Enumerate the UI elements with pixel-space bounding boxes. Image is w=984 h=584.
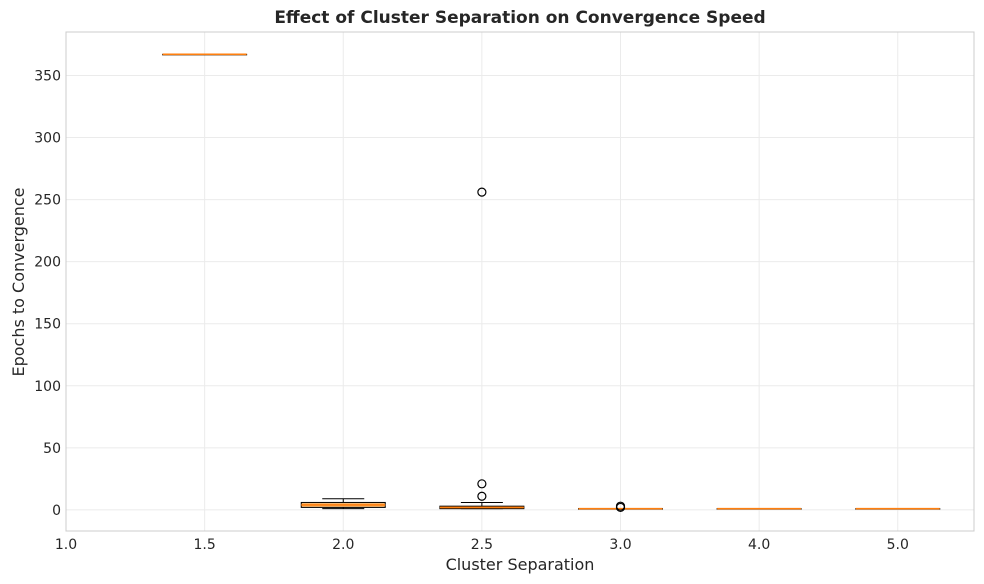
x-tick-label: 3.0 [609,537,631,553]
box-2.0 [300,498,386,510]
x-tick-label: 4.0 [748,537,770,553]
box-5.0 [855,507,941,510]
plot-frame [65,31,975,532]
outlier-point [477,479,487,489]
x-tick-label: 1.5 [193,537,215,553]
tick-layer: 0 50 100 150 200 250 300 350 1.0 1.5 2.0 2.5 3.0 4.0 5… [34,68,909,553]
box-3.0 [578,501,664,513]
grid-layer [65,32,974,531]
y-tick-label: 200 [34,255,61,271]
x-tick-label: 1.0 [55,537,77,553]
outlier-point [477,491,487,501]
y-tick-label: 150 [34,317,61,333]
y-axis-label: Epochs to Convergence [9,187,28,376]
x-tick-label: 2.0 [332,537,354,553]
box-layer [162,53,941,513]
y-tick-label: 0 [52,503,61,519]
y-tick-label: 50 [43,441,61,457]
box-4.0 [716,507,802,510]
x-tick-label: 5.0 [887,537,909,553]
x-axis-label: Cluster Separation [446,555,595,574]
chart-title: Effect of Cluster Separation on Converge… [274,8,765,28]
box-1.5 [162,53,248,56]
x-tick-label: 2.5 [471,537,493,553]
y-tick-label: 250 [34,193,61,209]
y-tick-label: 100 [34,379,61,395]
y-tick-label: 300 [34,131,61,147]
y-tick-label: 350 [34,68,61,84]
outlier-point [477,187,487,197]
outlier-point [615,501,626,511]
box-2.5 [439,187,525,510]
